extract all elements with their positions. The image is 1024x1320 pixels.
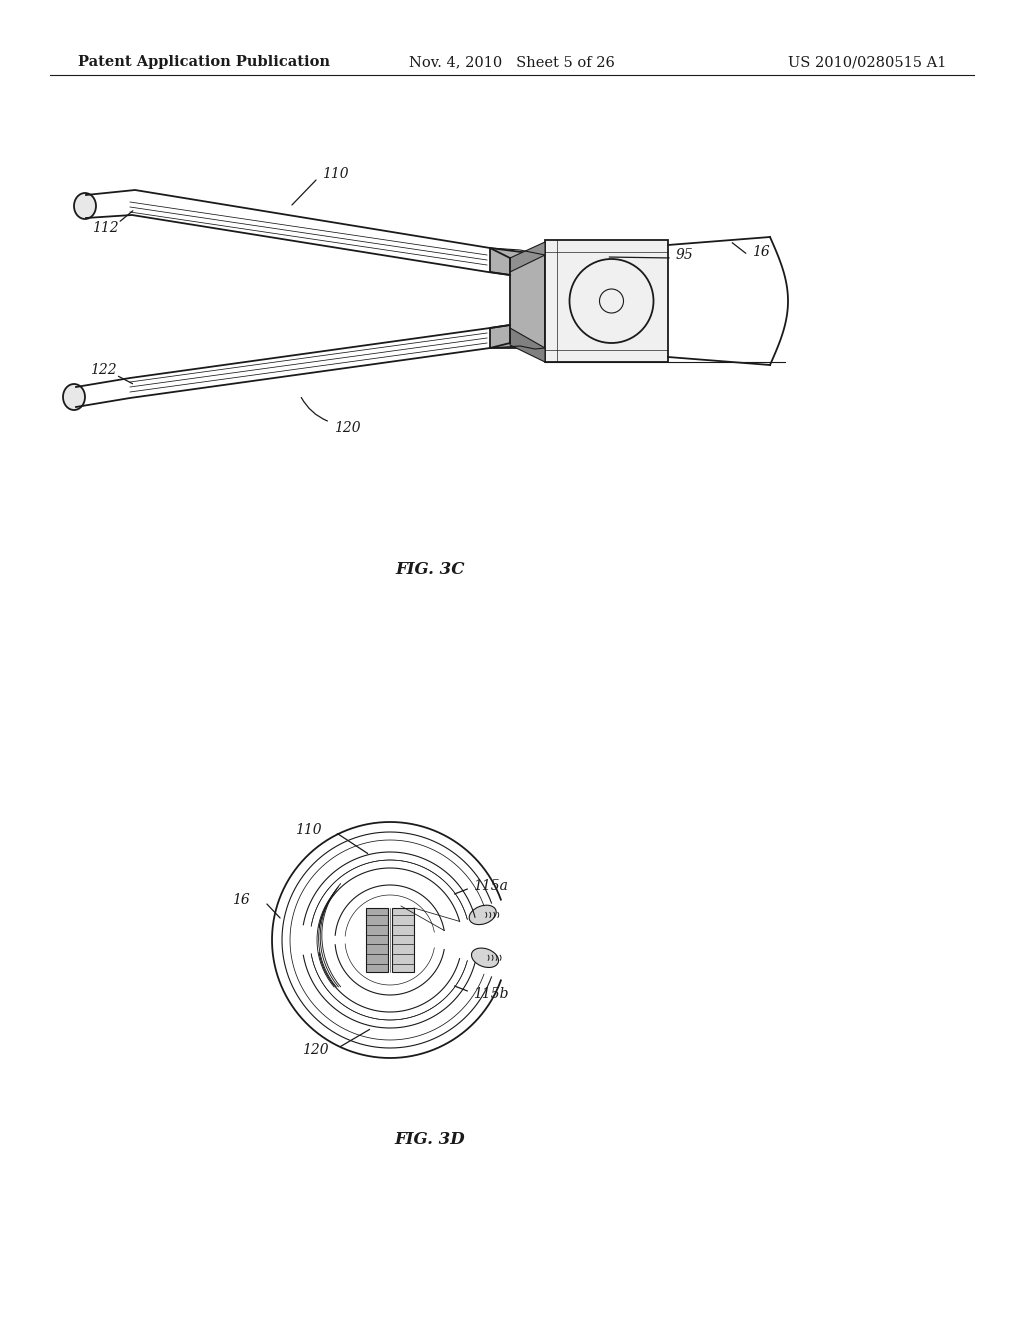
Text: 120: 120 [302, 1043, 329, 1057]
Text: 16: 16 [752, 246, 770, 259]
Text: Nov. 4, 2010   Sheet 5 of 26: Nov. 4, 2010 Sheet 5 of 26 [409, 55, 615, 69]
Ellipse shape [469, 906, 497, 924]
Text: 110: 110 [295, 822, 322, 837]
Polygon shape [490, 248, 545, 348]
Text: 120: 120 [334, 421, 360, 436]
Polygon shape [366, 908, 388, 972]
Text: 122: 122 [90, 363, 117, 378]
Text: FIG. 3C: FIG. 3C [395, 561, 465, 578]
Polygon shape [392, 908, 414, 972]
Polygon shape [545, 240, 668, 362]
Ellipse shape [63, 384, 85, 411]
Text: 115a: 115a [473, 879, 508, 894]
Text: 16: 16 [232, 894, 250, 907]
Polygon shape [510, 242, 545, 272]
Polygon shape [510, 327, 545, 362]
Ellipse shape [471, 948, 499, 968]
Text: 112: 112 [92, 220, 119, 235]
Text: 115b: 115b [473, 987, 509, 1001]
Ellipse shape [74, 193, 96, 219]
Text: Patent Application Publication: Patent Application Publication [78, 55, 330, 69]
Text: US 2010/0280515 A1: US 2010/0280515 A1 [787, 55, 946, 69]
Text: 95: 95 [676, 248, 693, 261]
Text: 110: 110 [322, 168, 348, 181]
Text: FIG. 3D: FIG. 3D [394, 1131, 465, 1148]
